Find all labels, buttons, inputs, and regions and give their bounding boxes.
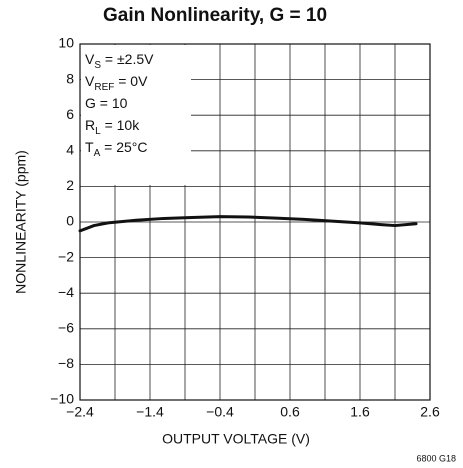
- data-line: [78, 215, 418, 233]
- x-tick-label: 1.6: [350, 404, 370, 420]
- annotation-part: = 10k: [101, 117, 141, 133]
- y-tick-label: −2: [58, 248, 74, 264]
- y-tick-label: −4: [58, 284, 74, 300]
- annotation-part: A: [94, 148, 101, 159]
- y-tick-label: −10: [50, 391, 74, 407]
- y-tick-label: 6: [66, 106, 74, 122]
- annotation-part: T: [85, 139, 94, 155]
- annotation-part: R: [85, 117, 95, 133]
- chart-title: Gain Nonlinearity, G = 10: [103, 5, 327, 26]
- annotation-part: = 25°C: [100, 139, 147, 155]
- annotation-part: V: [85, 51, 95, 67]
- annotation-part: L: [95, 126, 101, 137]
- annotation: G = 10: [85, 95, 128, 111]
- annotation-part: S: [94, 60, 101, 71]
- annotation: RL = 10k: [85, 117, 140, 137]
- y-tick-label: 2: [66, 177, 74, 193]
- y-tick-label: 10: [58, 35, 74, 51]
- y-tick-label: 0: [66, 213, 74, 229]
- annotation-box: [81, 45, 191, 185]
- plot-frame: [79, 43, 431, 401]
- y-tick-label: −6: [58, 320, 74, 336]
- annotation-part: V: [85, 73, 95, 89]
- y-tick-label: 4: [66, 142, 74, 158]
- annotation: VREF = 0V: [85, 73, 148, 93]
- annotation: VS = ±2.5V: [85, 51, 154, 71]
- y-axis-label: NONLINEARITY (ppm): [13, 150, 29, 294]
- x-axis-label: OUTPUT VOLTAGE (V): [162, 431, 310, 447]
- y-tick-label: −8: [58, 355, 74, 371]
- x-tick-label: −2.4: [66, 404, 94, 420]
- annotation: TA = 25°C: [85, 139, 147, 159]
- x-tick-label: −0.4: [206, 404, 234, 420]
- footnote: 6800 G18: [416, 453, 456, 463]
- x-tick-label: 0.6: [280, 404, 300, 420]
- annotation-part: = ±2.5V: [101, 51, 154, 67]
- annotation-part: G = 10: [85, 95, 128, 111]
- x-tick-label: 2.6: [420, 404, 440, 420]
- annotation-part: = 0V: [114, 73, 148, 89]
- x-tick-label: −1.4: [136, 404, 164, 420]
- y-tick-label: 8: [66, 70, 74, 86]
- annotation-part: REF: [94, 82, 114, 93]
